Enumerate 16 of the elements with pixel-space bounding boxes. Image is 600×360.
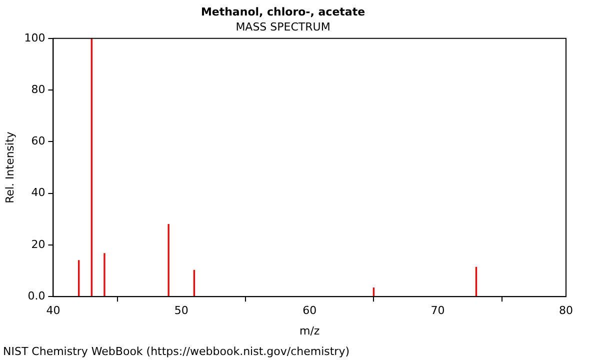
chart-subtitle: MASS SPECTRUM (236, 20, 330, 34)
y-axis-title: Rel. Intensity (3, 131, 16, 204)
y-tick-label: 80 (31, 82, 46, 96)
x-tick-label: 80 (559, 304, 573, 318)
x-tick-label: 60 (302, 304, 317, 318)
y-tick-label: 40 (31, 186, 46, 200)
y-tick-label: 60 (31, 134, 46, 148)
x-tick-label: 50 (174, 304, 188, 318)
x-axis-title: m/z (299, 324, 320, 338)
x-tick-label: 40 (46, 304, 60, 318)
chart-title: Methanol, chloro-, acetate (200, 5, 366, 18)
text: NIST Chemistry WebBook (https://webbook.nist.gov/chemistry) (3, 345, 350, 358)
y-tick-label: 20 (31, 238, 46, 251)
x-tick-label: 70 (430, 304, 445, 318)
y-tick-label: 0.0 (28, 289, 46, 302)
y-tick-label: 100 (24, 31, 46, 44)
